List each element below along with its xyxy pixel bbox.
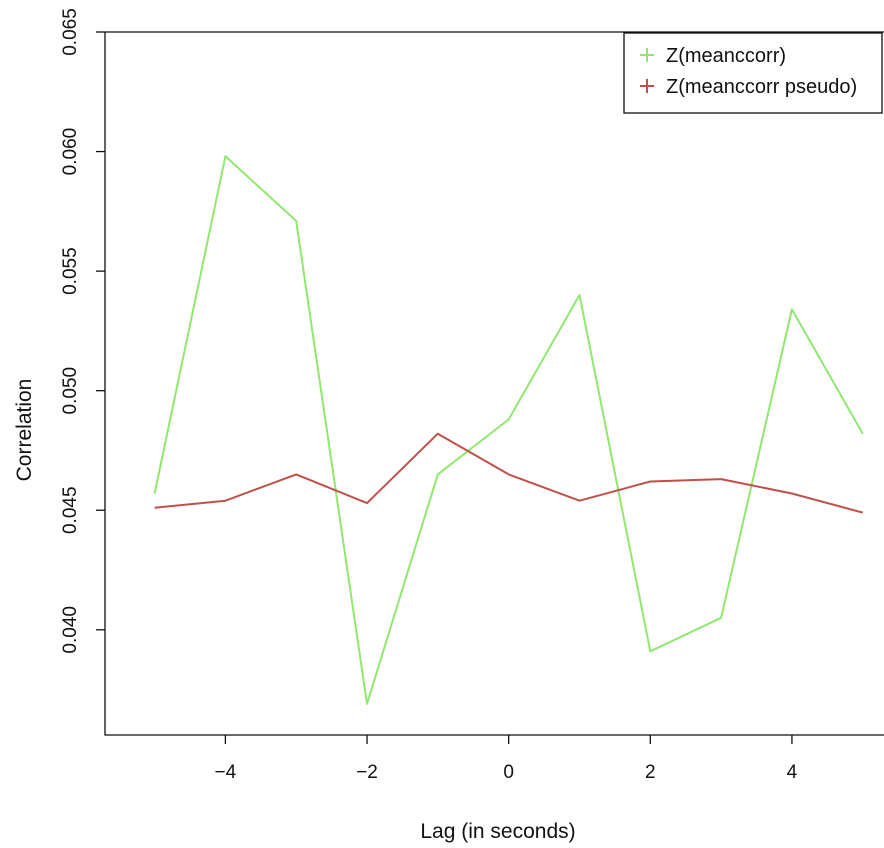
legend-label: Z(meanccorr pseudo) — [666, 76, 857, 98]
x-axis-title: Lag (in seconds) — [420, 820, 575, 843]
series-line-1 — [153, 155, 864, 705]
series-lines — [153, 155, 864, 705]
legend-label: Z(meanccorr) — [666, 45, 786, 67]
y-tick-label: 0.055 — [60, 247, 81, 295]
y-tick-label: 0.050 — [60, 367, 81, 415]
axes: −4 −2 0 2 4 0.040 0.045 0.050 0.055 0.060 0.065 — [60, 8, 798, 783]
x-tick-label: 2 — [645, 762, 656, 783]
x-tick-label: 4 — [787, 762, 798, 783]
series-line-2 — [154, 432, 864, 514]
plot-box — [104, 31, 884, 736]
y-axis-title: Correlation — [13, 379, 36, 482]
y-tick-label: 0.045 — [60, 486, 81, 534]
y-tick-label: 0.065 — [60, 8, 81, 56]
x-tick-label: −2 — [356, 762, 378, 783]
plot-area — [104, 31, 884, 736]
y-tick-label: 0.060 — [60, 128, 81, 176]
x-tick-label: 0 — [503, 762, 514, 783]
y-tick-label: 0.040 — [60, 606, 81, 654]
legend: Z(meanccorr) Z(meanccorr pseudo) — [623, 32, 883, 114]
legend-box — [623, 32, 883, 114]
x-tick-label: −4 — [215, 762, 237, 783]
